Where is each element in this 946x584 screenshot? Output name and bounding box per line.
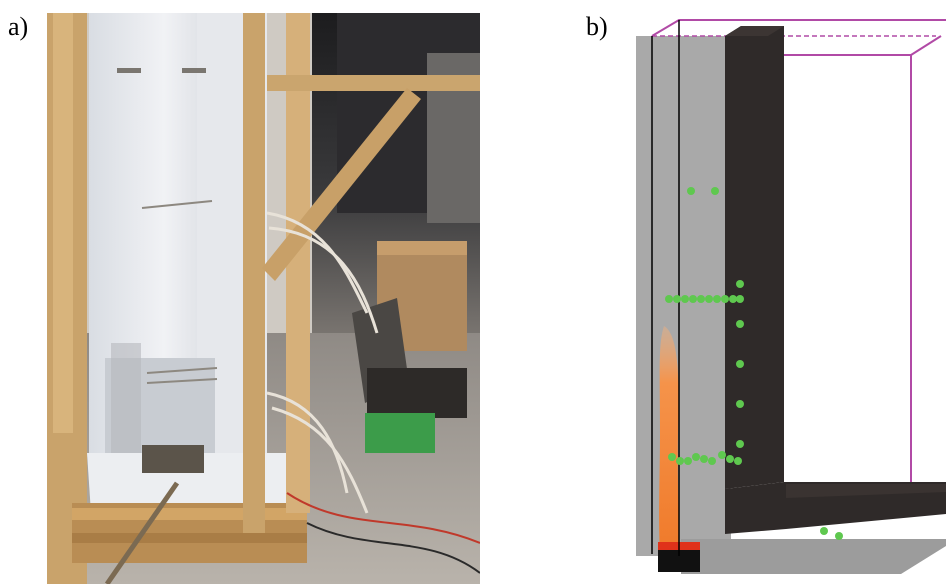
panel-b-label: b) xyxy=(586,12,608,41)
panel-a-label: a) xyxy=(8,12,29,41)
simulation-render xyxy=(636,14,946,584)
experiment-photo xyxy=(47,13,480,584)
